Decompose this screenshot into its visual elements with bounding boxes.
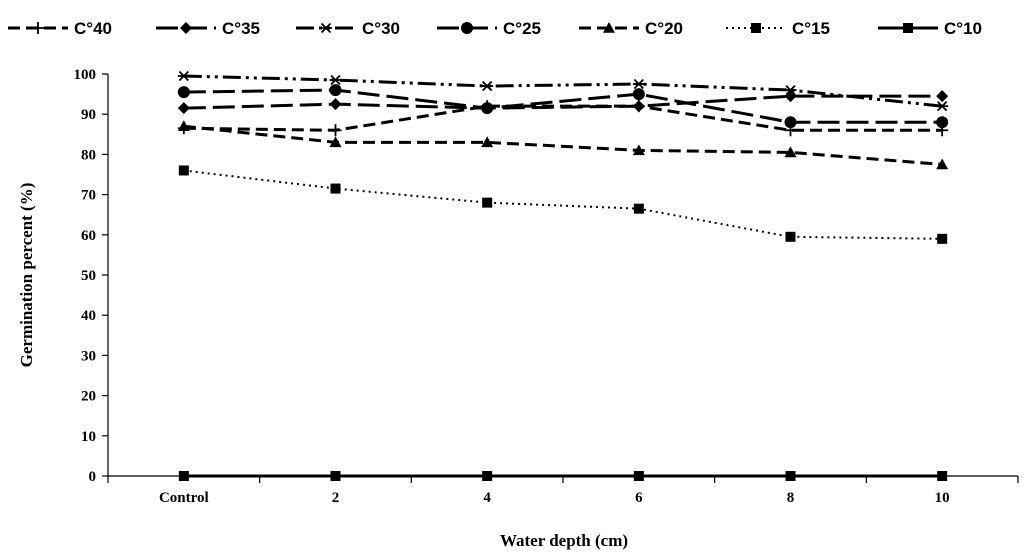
- data-point: [937, 233, 948, 244]
- data-point: [330, 471, 341, 481]
- data-point: [178, 165, 189, 176]
- data-point: [632, 78, 645, 90]
- series-line: [183, 74, 943, 108]
- y-tick-label: 20: [81, 389, 96, 405]
- data-point: [936, 90, 949, 103]
- y-tick-label: 40: [81, 308, 96, 324]
- data-point: [785, 231, 796, 242]
- y-tick-label: 100: [74, 67, 97, 83]
- x-tick-label: Control: [159, 490, 209, 506]
- data-point: [177, 86, 190, 99]
- series-line: [183, 88, 943, 124]
- data-point: [481, 80, 494, 92]
- data-point: [482, 197, 493, 208]
- data-point: [329, 124, 342, 137]
- data-point: [632, 88, 645, 101]
- legend-entry: C°15: [726, 19, 830, 38]
- y-tick-label: 80: [81, 147, 96, 163]
- y-tick-label: 70: [81, 188, 96, 204]
- data-point: [632, 100, 645, 113]
- data-point: [329, 84, 342, 97]
- data-point: [633, 203, 644, 214]
- data-point: [481, 102, 494, 115]
- y-tick-label: 60: [81, 228, 96, 244]
- legend-label: C°30: [362, 19, 400, 38]
- x-axis-ticks: Control 2 4 6 8 10: [107, 476, 1019, 506]
- data-point: [936, 116, 949, 129]
- legend: C°40 C°35 C°30 C°25 C°20 C°15 C°10: [8, 19, 982, 38]
- data-point: [785, 471, 796, 481]
- data-point: [177, 70, 190, 82]
- data-point: [784, 84, 797, 96]
- y-tick-label: 10: [81, 429, 96, 445]
- data-point: [329, 74, 342, 86]
- series-3: [177, 84, 949, 129]
- x-tick-label: 6: [635, 490, 643, 506]
- legend-label: C°40: [74, 19, 112, 38]
- data-point: [177, 102, 190, 115]
- data-point: [632, 144, 645, 156]
- y-axis-ticks: 0 10 20 30 40 50 60 70 80 90 100: [74, 67, 108, 485]
- y-axis-title: Germination percent (%): [17, 183, 36, 368]
- legend-entry: C°30: [296, 19, 400, 38]
- data-point: [784, 90, 797, 103]
- x-tick-label: 2: [332, 490, 340, 506]
- series-layer: [177, 70, 949, 481]
- series-line: [183, 169, 943, 240]
- data-point: [937, 471, 948, 481]
- legend-label: C°15: [792, 19, 830, 38]
- x-axis-title: Water depth (cm): [500, 531, 628, 550]
- series-2: [177, 70, 949, 112]
- series-line: [183, 94, 943, 110]
- legend-swatch-marker: [603, 22, 615, 33]
- series-0: [177, 100, 949, 137]
- legend-label: C°25: [503, 19, 541, 38]
- data-point: [784, 146, 797, 158]
- legend-label: C°35: [222, 19, 260, 38]
- series-4: [177, 120, 949, 170]
- legend-swatch-marker: [180, 22, 192, 34]
- x-tick-label: 10: [935, 490, 950, 506]
- series-line: [183, 124, 943, 166]
- data-point: [481, 136, 494, 148]
- data-point: [330, 183, 341, 194]
- y-tick-label: 50: [81, 268, 96, 284]
- y-tick-label: 0: [89, 469, 97, 485]
- series-6: [178, 471, 948, 481]
- y-tick-label: 30: [81, 348, 96, 364]
- legend-entry: C°35: [156, 19, 260, 38]
- legend-entry: C°20: [579, 19, 683, 38]
- legend-swatch-marker: [320, 22, 332, 34]
- series-line: [183, 104, 943, 132]
- series-5: [178, 165, 948, 244]
- legend-swatch-marker: [903, 23, 913, 33]
- legend-swatch-marker: [461, 22, 473, 34]
- legend-entry: C°25: [437, 19, 541, 38]
- data-point: [177, 120, 190, 132]
- legend-swatch-marker: [751, 23, 761, 33]
- x-tick-label: 4: [483, 490, 491, 506]
- data-point: [329, 136, 342, 148]
- legend-entry: C°10: [878, 19, 982, 38]
- legend-label: C°10: [944, 19, 982, 38]
- data-point: [329, 98, 342, 111]
- data-point: [936, 101, 949, 112]
- x-tick-label: 8: [787, 490, 795, 506]
- data-point: [633, 471, 644, 481]
- legend-swatch-marker: [32, 22, 44, 34]
- data-point: [482, 471, 493, 481]
- data-point: [784, 116, 797, 129]
- legend-label: C°20: [645, 19, 683, 38]
- data-point: [178, 471, 189, 481]
- legend-entry: C°40: [8, 19, 112, 38]
- y-tick-label: 90: [81, 107, 96, 123]
- data-point: [936, 158, 949, 170]
